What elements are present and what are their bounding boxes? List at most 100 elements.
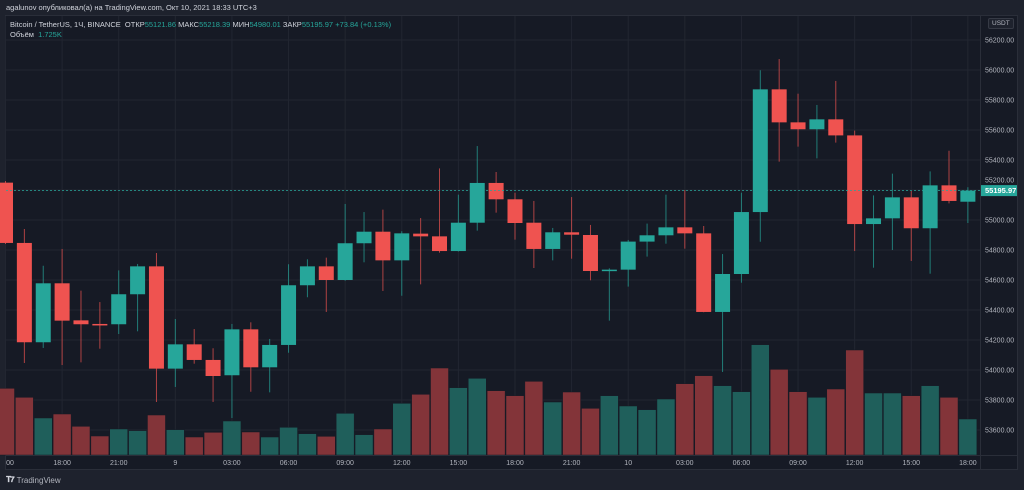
symbol-title[interactable]: Bitcoin / TetherUS, 1Ч, BINANCE bbox=[10, 20, 121, 29]
time-tick-label: 09:00 bbox=[336, 460, 354, 467]
candle-body bbox=[243, 329, 259, 368]
volume-bar bbox=[166, 429, 185, 456]
candle-body bbox=[299, 266, 315, 286]
candle-body bbox=[582, 235, 598, 271]
volume-bar bbox=[675, 383, 695, 456]
candle-body bbox=[903, 197, 919, 229]
price-tick-label: 56000.00 bbox=[985, 68, 1014, 75]
volume-bar bbox=[486, 390, 506, 456]
candle-body bbox=[620, 241, 636, 270]
volume-bar bbox=[0, 388, 15, 456]
time-tick-label: 18:00 bbox=[53, 460, 71, 467]
candle-body bbox=[884, 197, 900, 219]
time-tick-label: 15:00 bbox=[902, 460, 920, 467]
volume-bar bbox=[788, 391, 808, 456]
candle-body bbox=[847, 135, 863, 225]
footer: 𝐓𝟕 TradingView bbox=[6, 475, 61, 485]
change-value: +73.84 (+0.13%) bbox=[335, 20, 392, 29]
price-axis: 56200.00 56000.00 55800.00 55600.00 55400.00… bbox=[985, 38, 1014, 435]
candle-body bbox=[639, 235, 655, 242]
volume-bar bbox=[335, 413, 355, 456]
candle-body bbox=[130, 266, 146, 295]
price-tick-label: 56200.00 bbox=[985, 38, 1014, 45]
candle-body bbox=[281, 285, 297, 345]
candle-body bbox=[526, 222, 542, 249]
candle-body bbox=[733, 212, 749, 274]
last-price-value: 55195.97 bbox=[985, 186, 1016, 195]
volume-bar bbox=[241, 431, 261, 456]
low-label: МИН bbox=[232, 20, 250, 29]
volume-bar bbox=[184, 436, 204, 456]
volume-bar bbox=[864, 392, 883, 456]
volume-bar bbox=[562, 391, 581, 456]
price-tick-label: 54600.00 bbox=[985, 278, 1014, 285]
open-label: ОТКР bbox=[124, 20, 145, 29]
candle-body bbox=[545, 232, 561, 249]
volume-bar bbox=[468, 378, 487, 456]
brand-name[interactable]: TradingView bbox=[16, 475, 61, 485]
price-tick-label: 55200.00 bbox=[985, 178, 1014, 185]
volume-bar bbox=[411, 394, 430, 456]
volume-bar bbox=[600, 395, 619, 456]
candle-body bbox=[224, 329, 240, 376]
candle-body bbox=[186, 344, 202, 360]
volume-bar bbox=[958, 418, 978, 456]
volume-bar bbox=[769, 369, 789, 456]
candle-body bbox=[564, 232, 580, 235]
volume-bar bbox=[751, 344, 770, 456]
time-tick-label: 21:00 bbox=[563, 460, 581, 467]
candle-body bbox=[356, 231, 372, 244]
candle-body bbox=[866, 218, 882, 225]
candle-body bbox=[771, 89, 787, 123]
tradingview-logo-icon: 𝐓𝟕 bbox=[6, 475, 15, 484]
volume-bar bbox=[524, 381, 544, 456]
candle-body bbox=[0, 182, 13, 243]
volume-bar bbox=[713, 385, 732, 456]
candle-body bbox=[658, 227, 674, 236]
time-tick-label: 15:00 bbox=[450, 460, 468, 467]
close-label: ЗАКР bbox=[282, 20, 302, 29]
volume-bar bbox=[939, 397, 959, 456]
candle-body bbox=[488, 182, 504, 200]
candle-body bbox=[205, 359, 221, 376]
candle-body bbox=[148, 266, 164, 369]
volume-bar bbox=[71, 426, 91, 456]
open-value: 55121.86 bbox=[144, 20, 177, 29]
volume-bar bbox=[845, 349, 864, 456]
volume-bar bbox=[147, 414, 166, 456]
currency-button[interactable]: USDT bbox=[988, 18, 1014, 29]
candle-body bbox=[960, 190, 976, 202]
candle-body bbox=[941, 185, 957, 201]
candle-body bbox=[92, 323, 108, 326]
volume-bars bbox=[0, 344, 978, 456]
price-tick-label: 53600.00 bbox=[985, 428, 1014, 435]
time-tick-label: 09:00 bbox=[789, 460, 807, 467]
price-tick-label: 55800.00 bbox=[985, 98, 1014, 105]
candle-body bbox=[469, 182, 485, 223]
volume-bar bbox=[543, 401, 562, 456]
time-tick-label: 9 bbox=[173, 460, 177, 467]
volume-bar bbox=[449, 387, 468, 456]
volume-bar bbox=[90, 435, 110, 456]
candle-body bbox=[715, 274, 731, 312]
price-tick-label: 55600.00 bbox=[985, 128, 1014, 135]
volume-bar bbox=[109, 428, 128, 456]
time-tick-label: 21:00 bbox=[110, 460, 128, 467]
close-value: 55195.97 bbox=[301, 20, 334, 29]
volume-bar bbox=[902, 395, 921, 456]
time-tick-label: 18:00 bbox=[506, 460, 524, 467]
candle-body bbox=[73, 320, 89, 325]
price-tick-label: 55000.00 bbox=[985, 218, 1014, 225]
volume-bar bbox=[732, 391, 751, 456]
price-tick-label: 54000.00 bbox=[985, 368, 1014, 375]
candle-body bbox=[432, 236, 448, 252]
volume-bar bbox=[52, 413, 72, 456]
volume-bar bbox=[354, 434, 374, 456]
price-tick-label: 55400.00 bbox=[985, 158, 1014, 165]
candle-body bbox=[809, 119, 825, 130]
time-tick-label: 10 bbox=[624, 460, 632, 467]
volume-bar bbox=[298, 433, 317, 456]
candle-body bbox=[601, 269, 617, 272]
time-tick-label: 06:00 bbox=[733, 460, 751, 467]
